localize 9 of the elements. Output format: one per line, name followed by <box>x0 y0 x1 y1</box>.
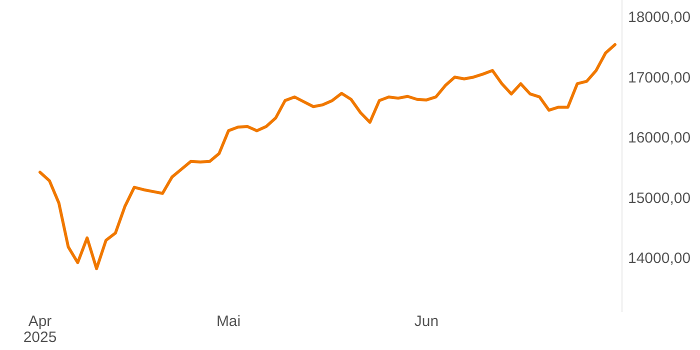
y-tick-label: 16000,00 <box>628 130 691 147</box>
y-tick-label: 17000,00 <box>628 69 691 86</box>
y-tick-label: 14000,00 <box>628 250 691 268</box>
x-tick-label: Mai <box>216 313 241 330</box>
line-series <box>38 43 616 270</box>
x-tick-label: Jun <box>414 313 439 330</box>
x-tick-label: Apr 2025 <box>23 313 57 346</box>
y-tick-label: 15000,00 <box>628 190 691 207</box>
y-tick-label: 18000,00 <box>628 9 691 26</box>
